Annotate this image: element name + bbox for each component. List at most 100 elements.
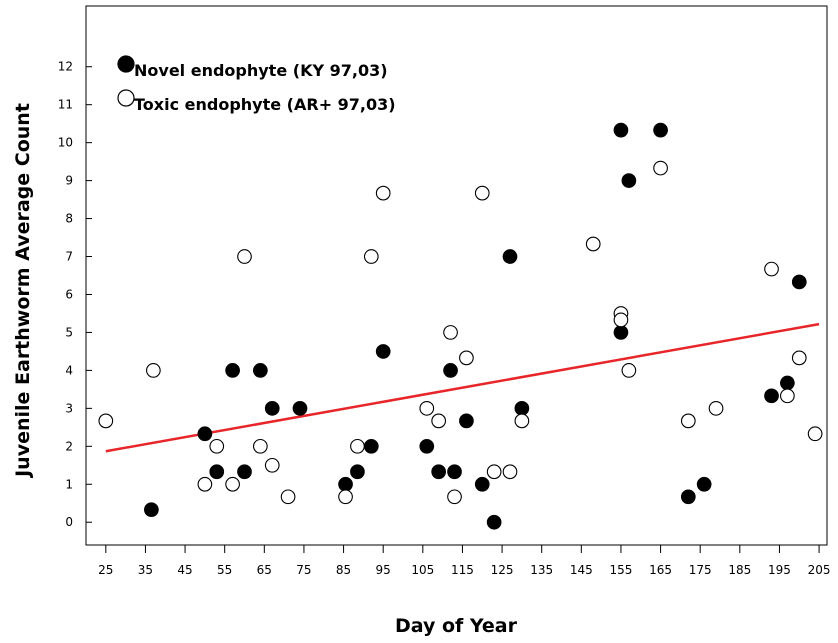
- toxic-endophyte-point: [209, 438, 225, 454]
- x-tick-label: 205: [808, 563, 831, 577]
- y-tick-label: 3: [65, 401, 73, 415]
- data-points: [98, 122, 823, 530]
- toxic-endophyte-point: [237, 249, 252, 264]
- novel-endophyte-point: [680, 489, 696, 505]
- y-tick-label: 8: [65, 212, 73, 226]
- x-tick-label: 45: [177, 563, 192, 577]
- toxic-endophyte-point: [350, 438, 365, 454]
- toxic-endophyte-point: [98, 413, 114, 429]
- plot-frame: [85, 5, 828, 546]
- toxic-endophyte-point: [197, 476, 213, 492]
- y-tick-label: 0: [65, 515, 73, 529]
- novel-endophyte-point: [791, 274, 807, 290]
- toxic-endophyte-point: [280, 489, 296, 505]
- novel-endophyte-point: [653, 122, 668, 138]
- x-tick-label: 115: [451, 563, 474, 577]
- legend: Novel endophyte (KY 97,03) Toxic endophy…: [117, 55, 396, 114]
- novel-endophyte-point: [613, 325, 629, 340]
- novel-endophyte-point: [292, 401, 308, 416]
- toxic-endophyte-point: [474, 185, 490, 201]
- y-tick-label: 12: [58, 60, 73, 74]
- toxic-endophyte-point: [791, 350, 807, 366]
- novel-endophyte-point: [225, 363, 240, 378]
- legend-label-toxic: Toxic endophyte (AR+ 97,03): [134, 95, 396, 114]
- toxic-endophyte-point: [708, 401, 724, 416]
- novel-endophyte-point: [514, 401, 530, 416]
- novel-endophyte-point: [350, 464, 365, 480]
- novel-endophyte-point: [237, 464, 252, 480]
- toxic-endophyte-point: [680, 413, 696, 429]
- novel-endophyte-point: [696, 476, 712, 492]
- x-tick-label: 105: [411, 563, 434, 577]
- toxic-endophyte-point: [363, 249, 379, 264]
- novel-endophyte-point: [197, 426, 213, 442]
- novel-endophyte-point: [474, 476, 490, 492]
- novel-endophyte-point: [338, 476, 353, 492]
- novel-endophyte-point: [621, 173, 637, 188]
- x-tick-label: 95: [376, 563, 391, 577]
- x-tick-label: 145: [570, 563, 593, 577]
- legend-marker-toxic: [117, 89, 135, 107]
- toxic-endophyte-point: [253, 438, 268, 454]
- novel-endophyte-point: [443, 363, 458, 378]
- x-tick-label: 155: [609, 563, 632, 577]
- x-axis: 25 35 45 55 65 75 85 95 105 115 125 135 145 155 165 175…: [98, 545, 831, 577]
- x-tick-label: 65: [257, 563, 272, 577]
- y-tick-label: 1: [65, 477, 73, 491]
- toxic-endophyte-point: [338, 489, 353, 505]
- trend-line: [105, 322, 820, 453]
- toxic-endophyte-point: [459, 350, 474, 366]
- toxic-endophyte-point: [780, 388, 795, 404]
- x-tick-label: 25: [98, 563, 113, 577]
- y-tick-label: 4: [65, 363, 73, 377]
- y-tick-label: 5: [65, 325, 73, 339]
- y-tick-label: 9: [65, 174, 73, 188]
- novel-endophyte-point: [447, 464, 462, 480]
- legend-marker-novel: [117, 55, 135, 73]
- y-tick-label: 6: [65, 287, 73, 301]
- toxic-endophyte-point: [514, 413, 530, 429]
- x-tick-label: 75: [296, 563, 311, 577]
- toxic-endophyte-point: [146, 363, 161, 378]
- toxic-endophyte-point: [764, 261, 779, 277]
- novel-endophyte-point: [375, 344, 391, 359]
- toxic-endophyte-point: [613, 312, 629, 328]
- x-tick-label: 185: [728, 563, 751, 577]
- x-tick-label: 125: [491, 563, 514, 577]
- novel-endophyte-point: [209, 464, 225, 480]
- novel-endophyte-point: [764, 388, 779, 404]
- trend-line-group: [105, 322, 820, 453]
- toxic-endophyte-point: [807, 426, 823, 442]
- novel-endophyte-point: [486, 514, 502, 530]
- x-tick-label: 35: [138, 563, 153, 577]
- y-axis-title: Juvenile Earthworm Average Count: [12, 103, 34, 479]
- toxic-endophyte-point: [502, 464, 518, 480]
- toxic-endophyte-point: [447, 489, 462, 505]
- novel-endophyte-point: [459, 413, 474, 429]
- novel-endophyte-point: [144, 502, 159, 518]
- legend-label-novel: Novel endophyte (KY 97,03): [134, 61, 388, 80]
- toxic-endophyte-point: [431, 413, 447, 429]
- toxic-endophyte-point: [486, 464, 502, 480]
- toxic-endophyte-point: [653, 160, 668, 176]
- y-tick-label: 7: [65, 250, 73, 264]
- toxic-endophyte-point: [264, 457, 280, 473]
- toxic-endophyte-point: [375, 185, 391, 201]
- x-tick-label: 135: [530, 563, 553, 577]
- novel-endophyte-point: [780, 375, 795, 391]
- y-tick-label: 2: [65, 439, 73, 453]
- toxic-endophyte-point: [585, 236, 601, 252]
- x-tick-label: 195: [768, 563, 791, 577]
- novel-endophyte-point: [363, 438, 379, 454]
- novel-endophyte-point: [419, 438, 435, 454]
- toxic-endophyte-point: [225, 476, 240, 492]
- y-tick-label: 10: [58, 136, 73, 150]
- novel-endophyte-point: [613, 122, 629, 138]
- y-tick-label: 11: [58, 98, 73, 112]
- toxic-endophyte-point: [621, 363, 637, 378]
- novel-endophyte-point: [264, 401, 280, 416]
- x-axis-title: Day of Year: [395, 615, 518, 637]
- novel-endophyte-point: [253, 363, 268, 378]
